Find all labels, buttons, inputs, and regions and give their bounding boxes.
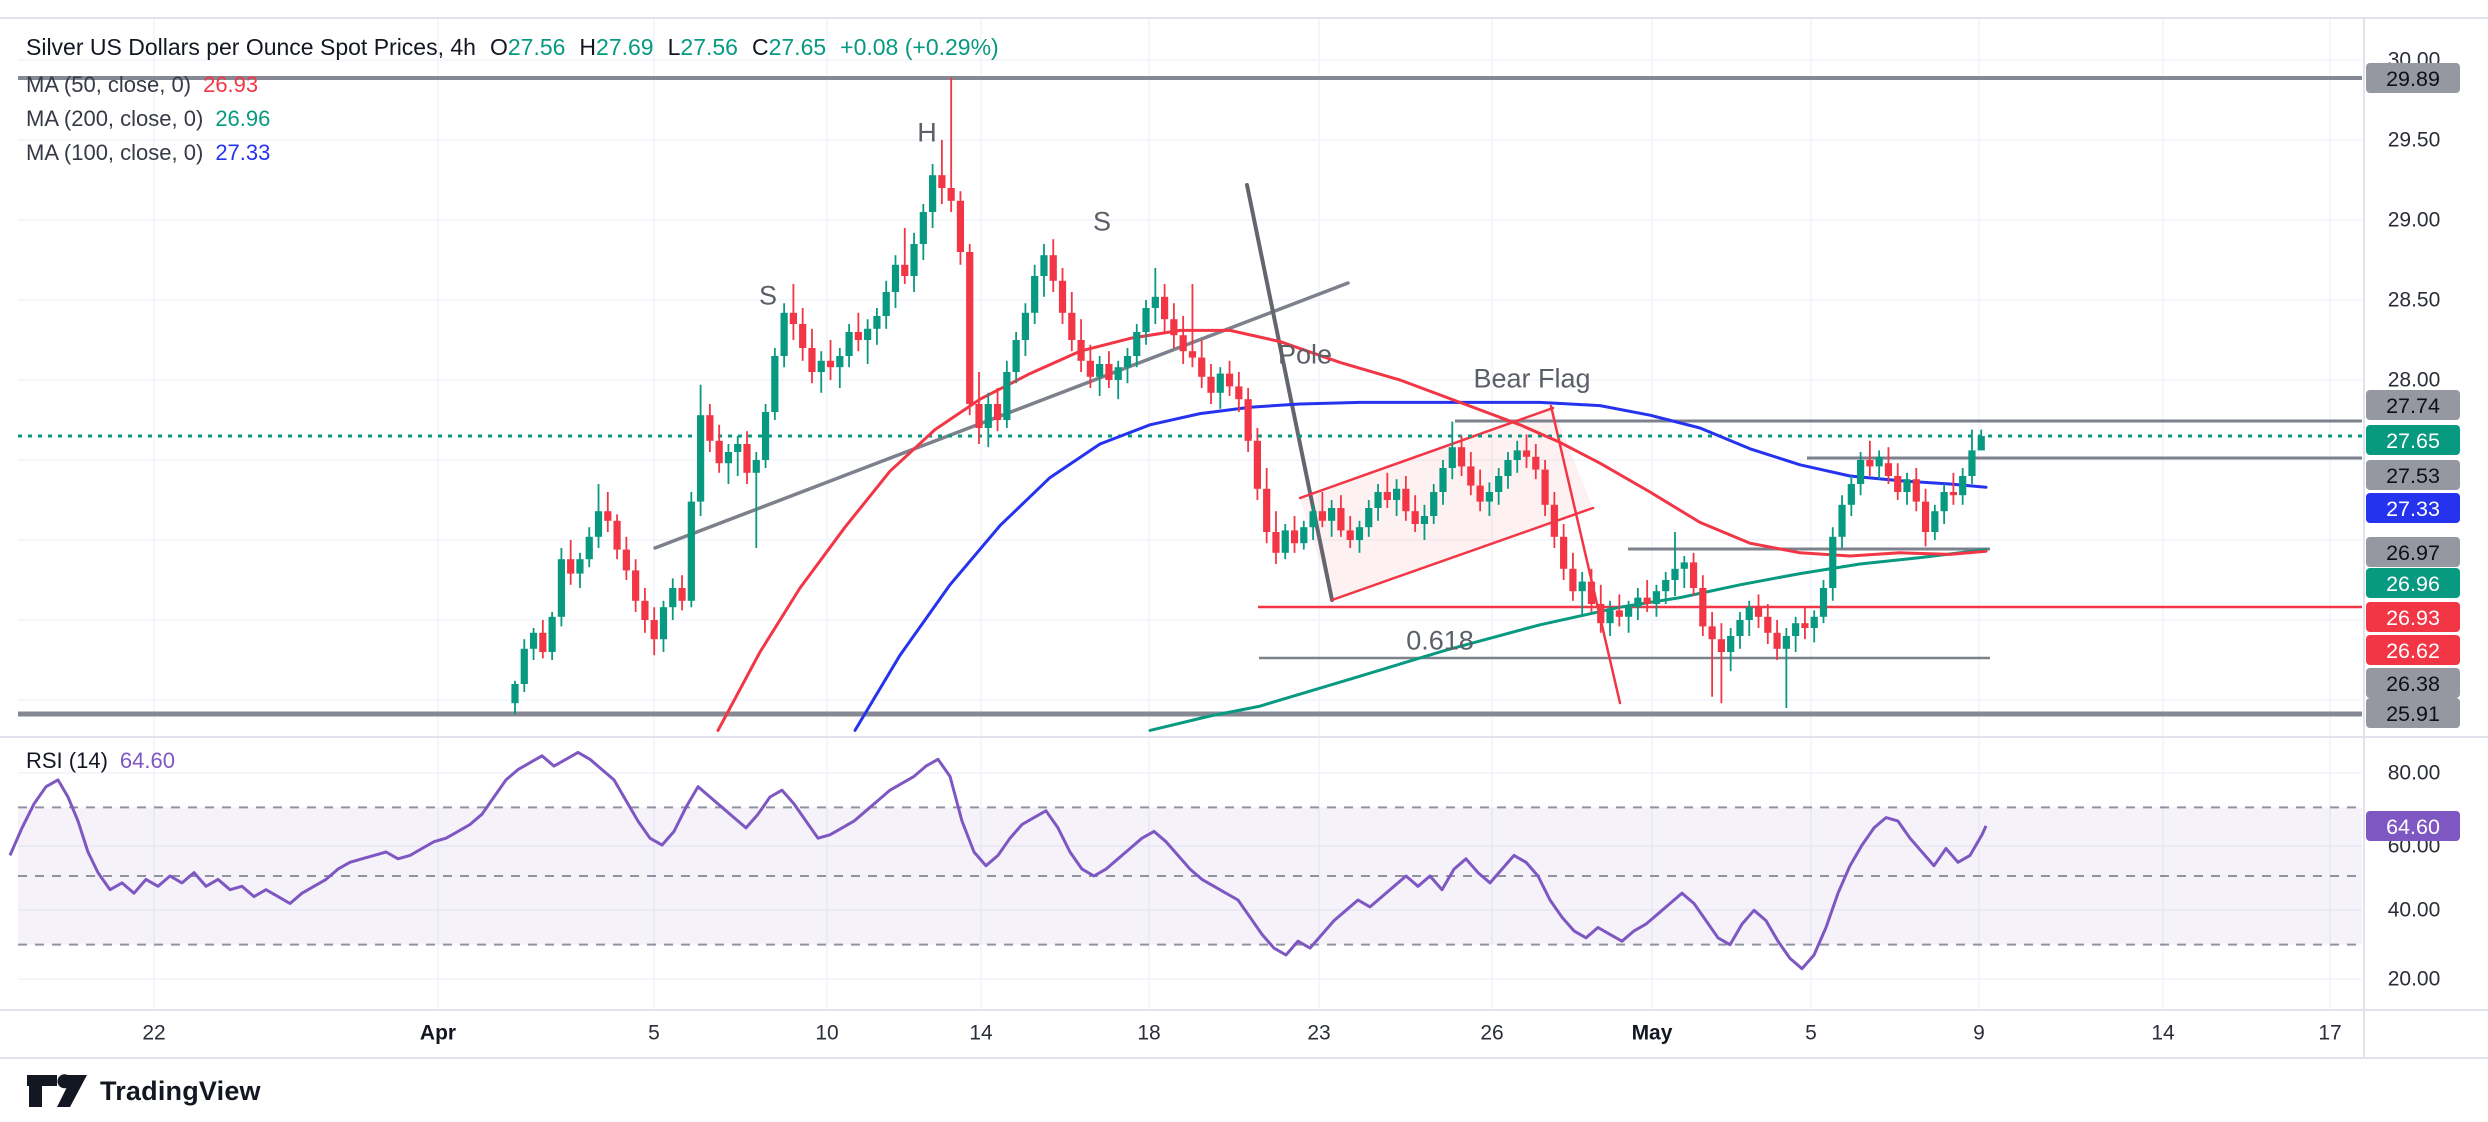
svg-text:27.33: 27.33	[2386, 497, 2440, 521]
svg-text:26: 26	[1480, 1022, 1503, 1045]
low-label: L	[667, 34, 681, 60]
price-badge-29.89: 29.89	[2366, 63, 2460, 93]
ma200-line	[1148, 548, 1988, 732]
close-value: 27.65	[768, 34, 827, 60]
candles	[511, 77, 1985, 715]
svg-text:14: 14	[969, 1022, 993, 1045]
svg-text:29.50: 29.50	[2388, 129, 2441, 152]
annotation-right-shoulder: S	[1092, 206, 1112, 237]
ma50-value: 26.93	[203, 72, 259, 97]
svg-text:27.53: 27.53	[2386, 464, 2440, 488]
low-value: 27.56	[680, 34, 738, 60]
svg-text:27.65: 27.65	[2386, 429, 2440, 453]
symbol-title: Silver US Dollars per Ounce Spot Prices,…	[26, 34, 476, 60]
svg-text:28.50: 28.50	[2388, 289, 2441, 312]
rsi-band	[18, 806, 2362, 946]
time-axis[interactable]: 22 Apr 5 10 14 18 23 26 May 5 9 14 17	[142, 1022, 2341, 1045]
open-value: 27.56	[507, 34, 566, 60]
annotation-pole: Pole	[1277, 339, 1333, 370]
price-badge-26.97: 26.97	[2366, 537, 2460, 567]
rsi-label: RSI (14)	[26, 748, 108, 773]
svg-text:28.00: 28.00	[2388, 369, 2441, 392]
svg-text:26.38: 26.38	[2386, 672, 2440, 696]
open-label: O	[489, 34, 508, 60]
indicator-legend-ma50[interactable]: MA (50, close, 0) 26.93	[26, 72, 259, 97]
svg-text:29.89: 29.89	[2386, 67, 2440, 91]
change-value: +0.08 (+0.29%)	[840, 34, 999, 60]
trend-lines	[653, 183, 1622, 705]
close-label: C	[751, 34, 769, 60]
high-value: 27.69	[596, 34, 654, 60]
price-badge-26.93: 26.93	[2366, 602, 2460, 632]
indicator-legend-ma100[interactable]: MA (100, close, 0) 27.33	[26, 140, 271, 165]
svg-text:26.96: 26.96	[2386, 572, 2440, 596]
price-badge-27.74: 27.74	[2366, 390, 2460, 420]
ma200-value: 26.96	[215, 106, 271, 131]
price-badge-25.91: 25.91	[2366, 698, 2460, 728]
tradingview-logo-text: TradingView	[100, 1075, 261, 1106]
price-badge-27.65: 27.65	[2366, 425, 2460, 455]
svg-text:64.60: 64.60	[2386, 815, 2440, 839]
svg-text:40.00: 40.00	[2388, 899, 2441, 922]
svg-text:18: 18	[1137, 1022, 1160, 1045]
svg-text:26.97: 26.97	[2386, 541, 2440, 565]
svg-text:26.93: 26.93	[2386, 606, 2440, 630]
annotation-left-shoulder: S	[758, 280, 778, 311]
svg-text:23: 23	[1307, 1022, 1330, 1045]
tradingview-logo-icon	[27, 1074, 87, 1107]
svg-text:5: 5	[1805, 1022, 1817, 1045]
symbol-legend-row[interactable]: Silver US Dollars per Ounce Spot Prices,…	[26, 34, 999, 61]
svg-text:80.00: 80.00	[2388, 762, 2441, 785]
annotation-fib-0618: 0.618	[1406, 625, 1474, 656]
price-badge-26.38: 26.38	[2366, 668, 2460, 698]
price-badge-27.53: 27.53	[2366, 460, 2460, 490]
annotation-head: H	[917, 117, 937, 148]
svg-text:22: 22	[142, 1022, 165, 1045]
price-badge-26.96: 26.96	[2366, 568, 2460, 598]
price-badge-26.62: 26.62	[2366, 635, 2460, 665]
ma100-value: 27.33	[215, 140, 271, 165]
ma50-line	[716, 328, 1988, 732]
svg-text:17: 17	[2318, 1022, 2341, 1045]
rsi-badge: 64.60	[2366, 811, 2460, 841]
rsi-legend-row[interactable]: RSI (14) 64.60	[26, 748, 175, 774]
svg-text:10: 10	[815, 1022, 838, 1045]
svg-text:27.74: 27.74	[2386, 394, 2440, 418]
price-badge-27.33: 27.33	[2366, 493, 2460, 523]
grid	[18, 18, 2362, 1010]
svg-text:20.00: 20.00	[2388, 968, 2441, 991]
ma100-line	[853, 400, 1988, 732]
svg-text:25.91: 25.91	[2386, 702, 2440, 726]
svg-text:9: 9	[1973, 1022, 1985, 1045]
pane-borders	[0, 17, 2488, 1059]
svg-text:26.62: 26.62	[2386, 639, 2440, 663]
indicator-legend-ma200[interactable]: MA (200, close, 0) 26.96	[26, 106, 271, 131]
svg-text:Apr: Apr	[420, 1022, 456, 1045]
svg-text:5: 5	[648, 1022, 660, 1045]
high-label: H	[579, 34, 597, 60]
price-axis[interactable]: 30.0029.5029.0028.5028.0029.8927.7427.65…	[2366, 49, 2460, 729]
svg-text:May: May	[1632, 1022, 1673, 1045]
rsi-value: 64.60	[119, 748, 175, 773]
svg-text:29.00: 29.00	[2388, 209, 2441, 232]
level-lines	[18, 76, 2362, 717]
tradingview-logo[interactable]: TradingView	[26, 1074, 261, 1108]
svg-text:14: 14	[2151, 1022, 2175, 1045]
annotation-bear-flag: Bear Flag	[1473, 363, 1591, 394]
rsi-line	[8, 750, 1988, 971]
